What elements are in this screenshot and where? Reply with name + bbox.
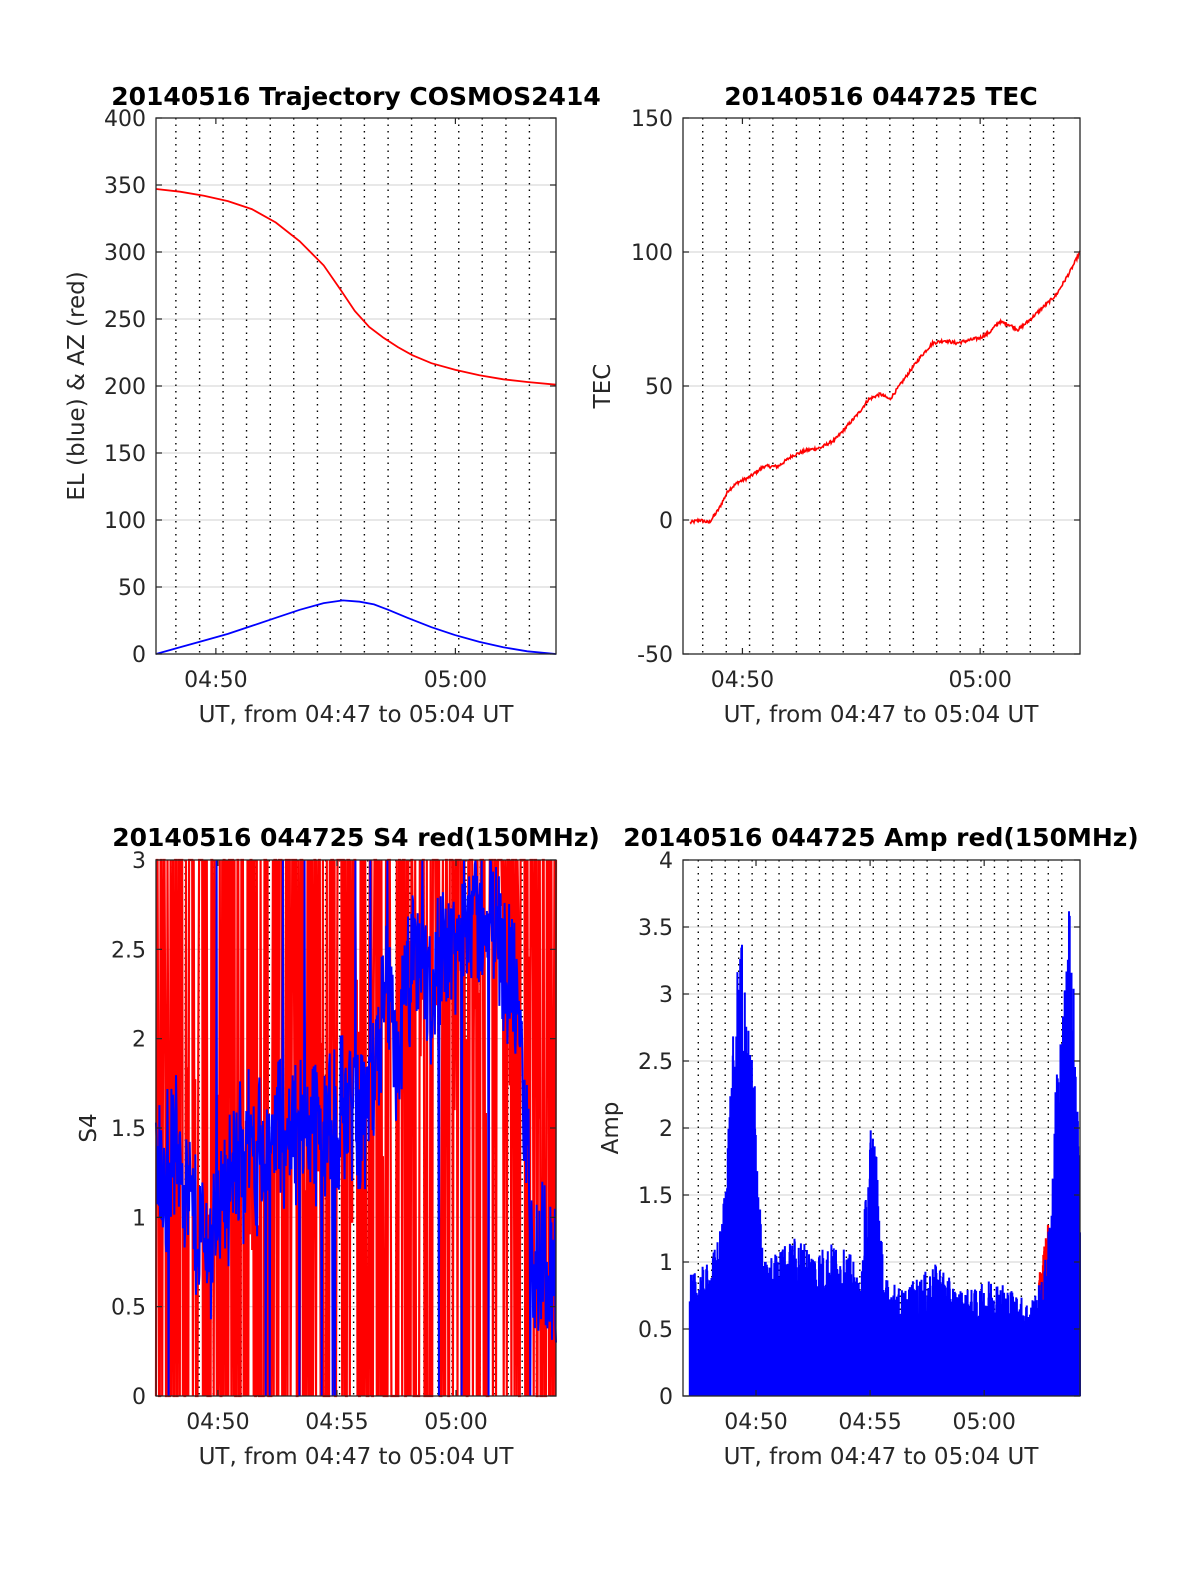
chart-title: 20140516 044725 TEC xyxy=(724,82,1037,111)
x-axis-label: UT, from 04:47 to 05:04 UT xyxy=(199,1444,515,1470)
series-line xyxy=(155,859,557,1397)
x-tick-label: 05:00 xyxy=(424,668,487,693)
panel-s4: 20140516 044725 S4 red(150MHz) 0 0.5 1 1.5 2… xyxy=(76,823,600,1470)
y-tick-label: 50 xyxy=(645,375,673,400)
x-tick-label: 04:55 xyxy=(305,1410,368,1435)
y-tick-label: 50 xyxy=(118,576,146,601)
y-tick-label: 0 xyxy=(659,509,673,534)
y-tick-label: 150 xyxy=(631,107,673,132)
tick-labels: -50 0 50 100 150 04:50 05:00 xyxy=(631,107,1080,693)
panel-amp: 20140516 044725 Amp red(150MHz) 0 0.5 1 1.5… xyxy=(598,823,1139,1470)
grid xyxy=(156,118,556,654)
plot-lines xyxy=(155,188,557,655)
series-line xyxy=(155,599,557,655)
y-tick-label: 1.5 xyxy=(638,1184,673,1209)
chart-title: 20140516 Trajectory COSMOS2414 xyxy=(111,82,601,111)
y-tick-label: 0 xyxy=(659,1385,673,1410)
series-line xyxy=(688,911,1081,1397)
chart-title: 20140516 044725 Amp red(150MHz) xyxy=(623,823,1139,852)
x-axis-label: UT, from 04:47 to 05:04 UT xyxy=(724,702,1040,728)
plot-lines xyxy=(154,858,558,1398)
tick-labels: 0 0.5 1 1.5 2 2.5 3 3.5 4 04:50 04:55 05:00 xyxy=(638,849,1080,1435)
grid xyxy=(683,118,1080,654)
y-tick-label: 1 xyxy=(659,1251,673,1276)
panel-tec: 20140516 044725 TEC -50 0 50 100 150 04:50 05:… xyxy=(590,82,1081,728)
y-tick-label: 400 xyxy=(104,107,146,132)
y-tick-label: 100 xyxy=(104,509,146,534)
y-tick-label: 150 xyxy=(104,442,146,467)
x-tick-label: 04:50 xyxy=(724,1410,787,1435)
y-tick-label: 200 xyxy=(104,375,146,400)
x-tick-label: 04:50 xyxy=(184,668,247,693)
y-axis-label: Amp xyxy=(598,1102,624,1155)
y-tick-label: 250 xyxy=(104,308,146,333)
x-axis-label: UT, from 04:47 to 05:04 UT xyxy=(199,702,515,728)
plot-lines xyxy=(689,250,1081,525)
y-tick-label: 2 xyxy=(659,1117,673,1142)
tick-labels: 0 0.5 1 1.5 2 2.5 3 04:50 04:55 05:00 xyxy=(111,849,556,1435)
x-tick-label: 04:55 xyxy=(838,1410,901,1435)
y-axis-label: EL (blue) & AZ (red) xyxy=(64,271,90,500)
y-tick-label: 1 xyxy=(132,1206,146,1231)
y-axis-label: S4 xyxy=(76,1113,102,1142)
plot-lines xyxy=(688,911,1081,1397)
y-tick-label: 100 xyxy=(631,241,673,266)
x-tick-label: 04:50 xyxy=(186,1410,249,1435)
y-tick-label: 1.5 xyxy=(111,1117,146,1142)
y-tick-label: -50 xyxy=(637,643,673,668)
y-tick-label: 0 xyxy=(132,643,146,668)
y-axis-label: TEC xyxy=(590,364,616,410)
x-tick-label: 04:50 xyxy=(711,668,774,693)
x-tick-label: 05:00 xyxy=(952,1410,1015,1435)
y-tick-label: 3 xyxy=(132,849,146,874)
panel-trajectory: 20140516 Trajectory COSMOS2414 0 50 100 150… xyxy=(64,82,601,728)
tick-labels: 0 50 100 150 200 250 300 350 400 04:50 05:00 xyxy=(104,107,556,693)
y-tick-label: 350 xyxy=(104,174,146,199)
x-tick-label: 05:00 xyxy=(424,1410,487,1435)
y-tick-label: 3 xyxy=(659,983,673,1008)
chart-title: 20140516 044725 S4 red(150MHz) xyxy=(112,823,600,852)
x-axis-label: UT, from 04:47 to 05:04 UT xyxy=(724,1444,1040,1470)
y-tick-label: 2.5 xyxy=(638,1050,673,1075)
y-tick-label: 0.5 xyxy=(638,1318,673,1343)
y-tick-label: 4 xyxy=(659,849,673,874)
y-tick-label: 0.5 xyxy=(111,1296,146,1321)
x-tick-label: 05:00 xyxy=(948,668,1011,693)
y-tick-label: 2 xyxy=(132,1028,146,1053)
y-tick-label: 0 xyxy=(132,1385,146,1410)
y-tick-label: 2.5 xyxy=(111,938,146,963)
y-tick-label: 300 xyxy=(104,241,146,266)
series-line xyxy=(689,250,1081,525)
y-tick-label: 3.5 xyxy=(638,916,673,941)
series-line xyxy=(155,188,557,386)
